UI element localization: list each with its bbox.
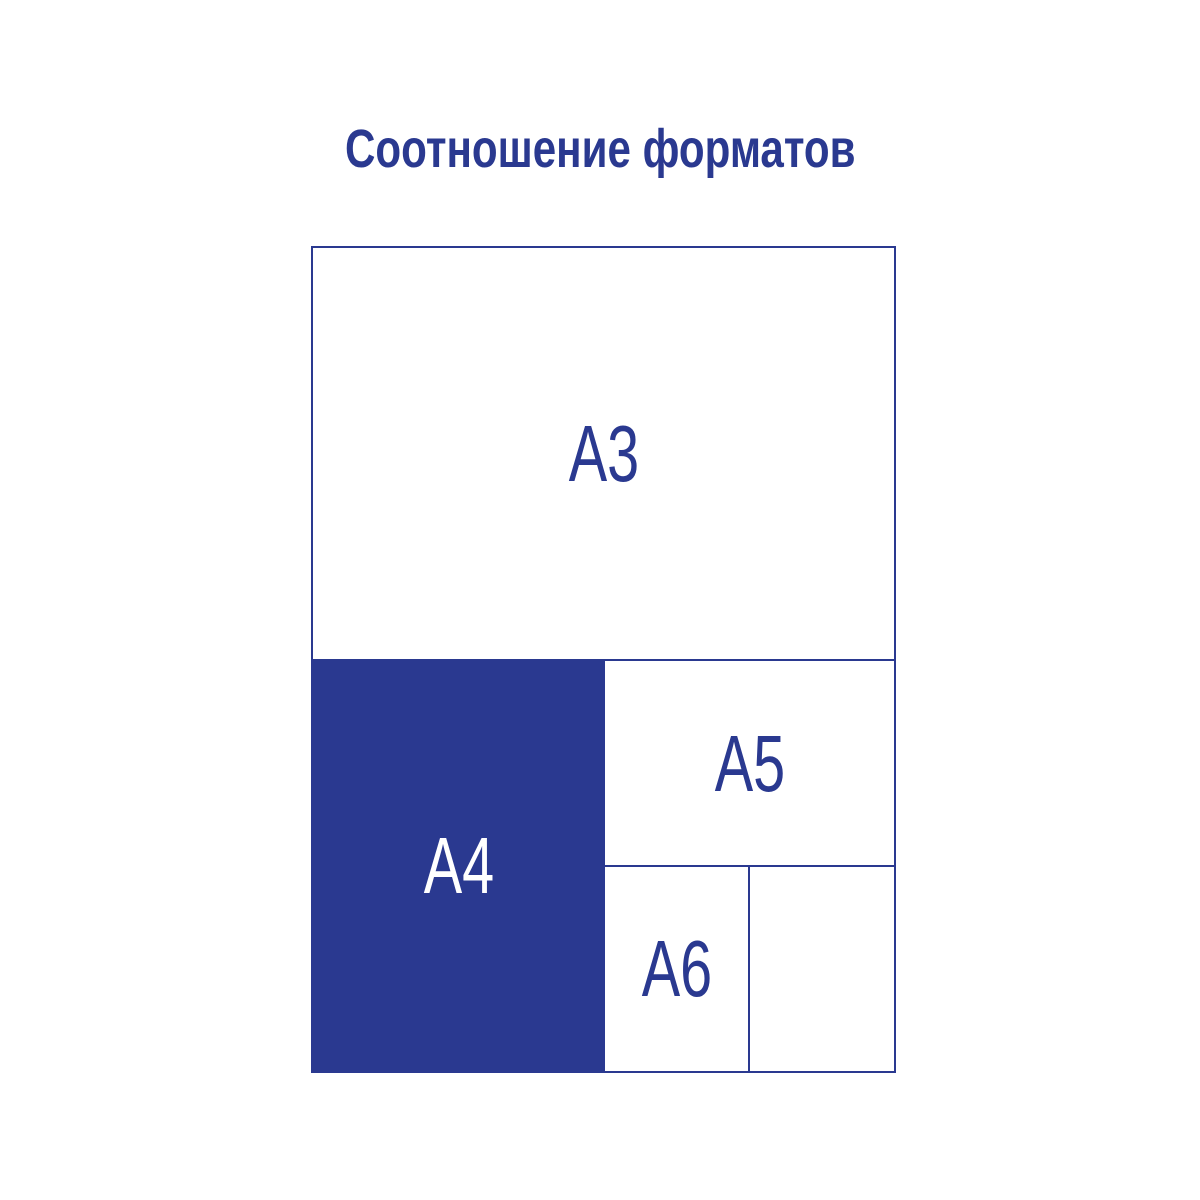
format-a4-label: A4 xyxy=(423,821,494,910)
title-text: Соотношение форматов xyxy=(344,119,856,179)
format-a3-label: A3 xyxy=(568,409,639,498)
format-a6: A6 xyxy=(603,865,751,1073)
format-a4: A4 xyxy=(311,659,606,1073)
format-a6-blank xyxy=(748,865,896,1073)
format-a6-label: A6 xyxy=(641,924,713,1013)
format-a5: A5 xyxy=(603,659,896,868)
diagram-title: Соотношение форматов xyxy=(0,118,1200,180)
format-a5-label: A5 xyxy=(714,718,785,808)
format-a3: A3 xyxy=(311,246,896,662)
